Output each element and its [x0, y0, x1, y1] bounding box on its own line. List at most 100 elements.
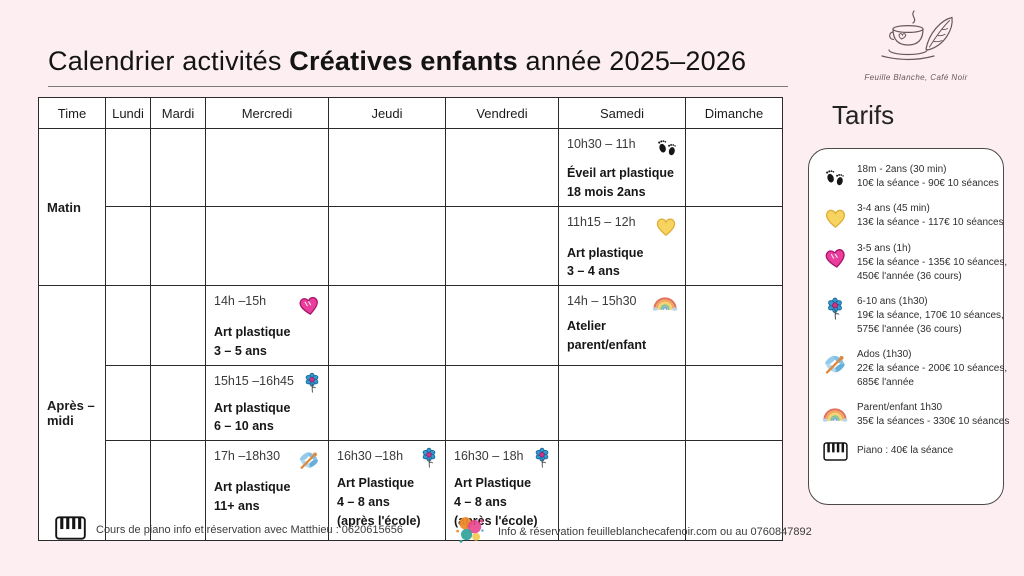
pink-heart-icon	[821, 242, 849, 271]
empty-cell	[105, 285, 151, 366]
tarif-age: 3-4 ans (45 min)	[857, 203, 930, 214]
tarif-price-2: 575€ l'année (36 cours)	[857, 324, 962, 335]
empty-cell	[685, 285, 783, 366]
event-age: 3 – 5 ans	[214, 343, 267, 358]
empty-cell	[445, 128, 559, 207]
tarifs-panel: 18m - 2ans (30 min) 10€ la séance - 90€ …	[808, 148, 1009, 505]
tarif-item-3-4ans: 3-4 ans (45 min) 13€ la séance - 117€ 10…	[821, 202, 1004, 231]
event-mercredi-11plus: 17h –18h30 Art plastique 11+ ans	[205, 440, 329, 541]
dragonfly-icon	[296, 447, 322, 478]
event-age: 4 – 8 ans	[337, 494, 390, 509]
event-age: 18 mois 2ans	[567, 184, 646, 199]
event-time: 14h – 15h30	[567, 294, 637, 308]
event-title: Art Plastique	[337, 476, 415, 490]
blue-flower-icon	[419, 447, 439, 474]
tarif-age: Ados (1h30)	[857, 349, 912, 360]
event-age: 11+ ans	[214, 498, 260, 513]
rainbow-icon	[821, 401, 849, 423]
piano-icon	[821, 440, 849, 461]
empty-cell	[150, 285, 206, 366]
activities-calendar-table: Time Lundi Mardi Mercredi Jeudi Vendredi…	[38, 97, 783, 541]
event-title: Art plastique	[567, 245, 644, 260]
blue-flower-icon	[532, 447, 552, 474]
empty-cell	[150, 440, 206, 541]
paint-splash-icon	[452, 512, 488, 551]
event-samedi-3-4ans: 11h15 – 12h Art plastique 3 – 4 ans	[558, 205, 686, 286]
tarif-item-bebe: 18m - 2ans (30 min) 10€ la séance - 90€ …	[821, 163, 999, 191]
tarif-price: 22€ la séance - 200€ 10 séances,	[857, 363, 1008, 374]
footer-reservation-info: Info & réservation feuilleblanchecafenoi…	[452, 512, 812, 551]
col-header-vendredi: Vendredi	[445, 97, 559, 129]
event-samedi-eveil: 10h30 – 11h Éveil art plastique 18 mois …	[558, 128, 686, 207]
tarif-item-3-5ans: 3-5 ans (1h) 15€ la séance - 135€ 10 séa…	[821, 242, 1007, 284]
empty-cell	[558, 440, 686, 541]
event-title: Art plastique	[214, 400, 291, 415]
event-age: 3 – 4 ans	[567, 264, 620, 279]
empty-cell	[328, 285, 446, 366]
empty-cell	[150, 364, 206, 441]
event-note: (après l'école)	[337, 513, 421, 528]
empty-cell	[445, 364, 559, 441]
empty-cell	[685, 205, 783, 286]
event-mercredi-6-10ans: 15h15 –16h45 Art plastique 6 – 10 ans	[205, 364, 329, 441]
footer-piano-text: Cours de piano info et réservation avec …	[96, 523, 403, 536]
event-title: Art plastique	[214, 325, 291, 339]
empty-cell	[445, 205, 559, 286]
tarif-price: Piano : 40€ la séance	[857, 444, 954, 456]
event-title: Art plastique	[214, 480, 291, 494]
empty-cell	[150, 205, 206, 286]
page-title: Calendrier activités Créatives enfants a…	[48, 46, 746, 77]
event-title: Art Plastique	[454, 476, 532, 490]
event-age: 4 – 8 ans	[454, 494, 507, 509]
yellow-heart-icon	[653, 213, 679, 244]
empty-cell	[205, 205, 329, 286]
tarif-age: 18m - 2ans (30 min)	[857, 164, 947, 175]
event-mercredi-3-5ans: 14h –15h Art plastique 3 – 5 ans	[205, 285, 329, 366]
empty-cell	[150, 128, 206, 207]
col-header-mercredi: Mercredi	[205, 97, 329, 129]
dragonfly-icon	[821, 348, 849, 378]
morning-row-2: 11h15 – 12h Art plastique 3 – 4 ans	[39, 205, 783, 286]
pink-heart-icon	[296, 292, 322, 323]
title-part-2: Créatives enfants	[289, 46, 518, 76]
empty-cell	[685, 364, 783, 441]
empty-cell	[105, 128, 151, 207]
empty-cell	[685, 128, 783, 207]
tarif-price: 19€ la séance, 170€ 10 séances,	[857, 310, 1004, 321]
event-samedi-parent-enfant: 14h – 15h30 Atelier parent/enfant	[558, 285, 686, 366]
tarif-price: 13€ la séance - 117€ 10 séances	[857, 217, 1004, 228]
tarif-item-6-10ans: 6-10 ans (1h30) 19€ la séance, 170€ 10 s…	[821, 295, 1004, 337]
col-header-time: Time	[38, 97, 106, 129]
header-row: Time Lundi Mardi Mercredi Jeudi Vendredi…	[38, 97, 783, 129]
row-group-apres-midi: Après – midi	[38, 285, 106, 541]
empty-cell	[205, 128, 329, 207]
empty-cell	[105, 364, 151, 441]
brand-name: Feuille Blanche, Café Noir	[864, 73, 968, 82]
yellow-heart-icon	[821, 202, 849, 231]
blue-flower-icon	[821, 295, 849, 321]
brand-logo: Feuille Blanche, Café Noir	[848, 8, 984, 82]
empty-cell	[328, 364, 446, 441]
tarif-item-parent-enfant: Parent/enfant 1h30 35€ la séances - 330€…	[821, 401, 1009, 429]
morning-row-1: Matin 10h30 – 11h Éveil art plastique 18…	[38, 128, 783, 286]
event-time: 16h30 – 18h	[454, 449, 524, 463]
tarifs-title: Tarifs	[832, 100, 895, 130]
coffee-cup-leaf-icon	[856, 57, 976, 74]
footer-reservation-text: Info & réservation feuilleblanchecafenoi…	[498, 525, 812, 538]
col-header-samedi: Samedi	[558, 97, 686, 129]
tarif-price-2: 685€ l'année	[857, 377, 914, 388]
row-group-matin: Matin	[38, 128, 106, 286]
event-age: parent/enfant	[567, 337, 647, 352]
empty-cell	[445, 285, 559, 366]
tarif-item-ados: Ados (1h30) 22€ la séance - 200€ 10 séan…	[821, 348, 1007, 390]
event-title: Atelier	[567, 319, 606, 333]
blue-flower-icon	[302, 372, 322, 399]
title-part-3: année 2025–2026	[525, 46, 747, 76]
tarif-price: 35€ la séances - 330€ 10 séances	[857, 416, 1010, 427]
empty-cell	[558, 364, 686, 441]
title-underline	[48, 86, 788, 87]
col-header-jeudi: Jeudi	[328, 97, 446, 129]
event-title: Éveil art plastique	[567, 166, 674, 180]
afternoon-row-3: 17h –18h30 Art plastique 11+ ans 16h30 –…	[39, 440, 783, 541]
